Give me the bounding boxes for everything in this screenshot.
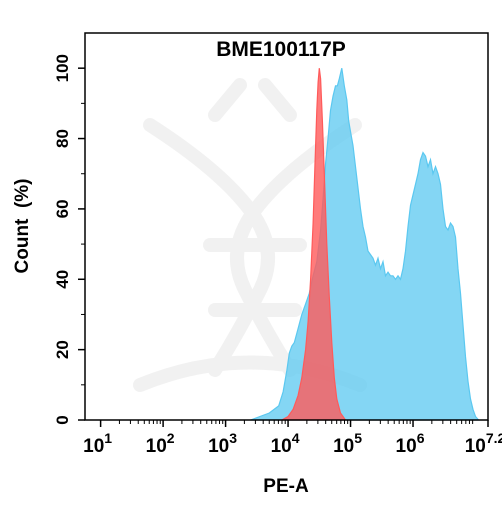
x-tick-label: 104: [271, 430, 300, 457]
y-tick-label: 20: [53, 340, 72, 359]
y-tick-label: 40: [53, 270, 72, 289]
y-tick-label: 100: [53, 54, 72, 82]
x-tick-label: 103: [208, 430, 237, 457]
y-tick-label: 0: [53, 415, 72, 424]
x-axis-label: PE-A: [263, 476, 309, 497]
x-tick-label: 106: [396, 430, 425, 457]
x-tick-label: 105: [333, 430, 362, 457]
plot-frame: [84, 32, 489, 421]
x-tick-label: 102: [146, 430, 175, 457]
y-axis-label: Count (%): [12, 179, 33, 274]
series-2-area: [279, 68, 347, 421]
y-tick-label: 60: [53, 199, 72, 218]
x-tick-label: 101: [83, 430, 112, 457]
dna-watermark: [133, 78, 367, 392]
x-axis-ticks: 101 102 103 104 105 106 107.2: [83, 420, 502, 457]
x-tick-label: 107.2: [465, 430, 502, 457]
y-tick-label: 80: [53, 129, 72, 148]
y-axis-ticks: 0 20 40 60 80 100: [53, 54, 85, 425]
chart-title: BME100117P: [216, 38, 346, 61]
